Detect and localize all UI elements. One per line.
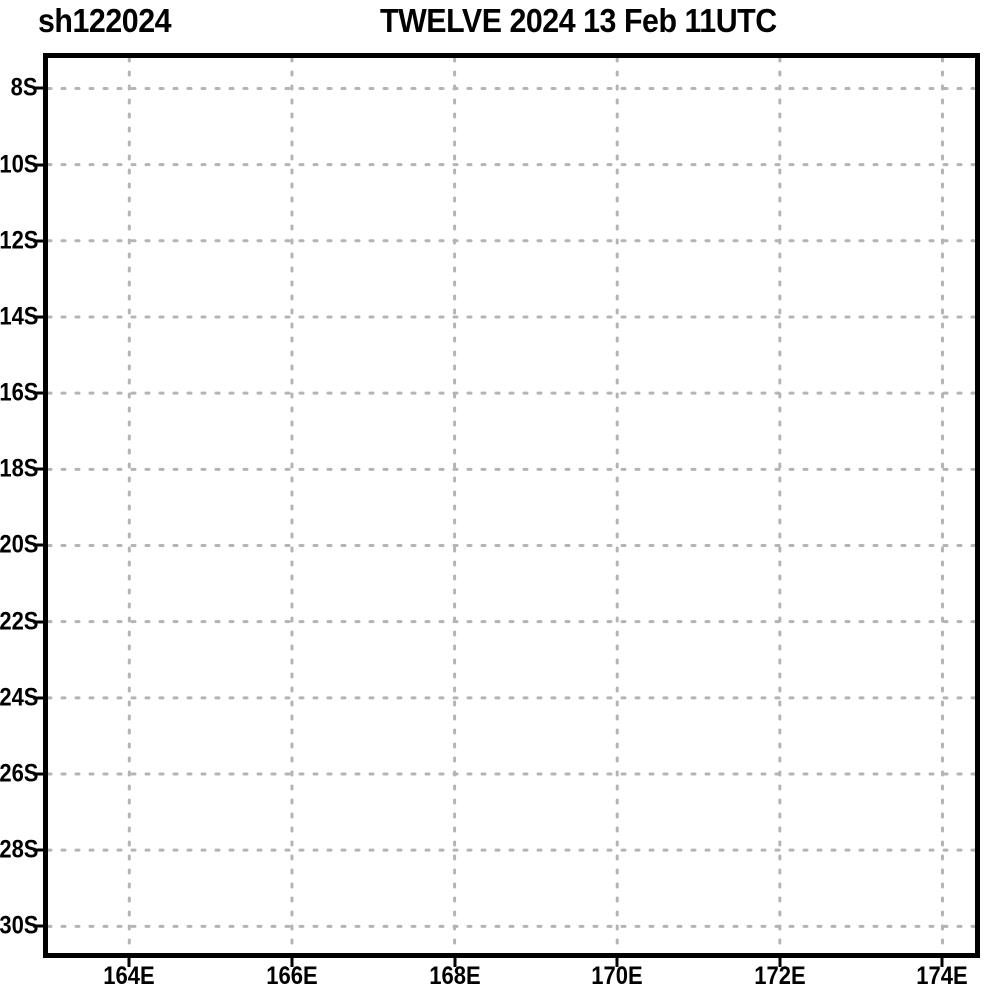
y-tick-label-10S: 10S	[0, 150, 38, 179]
x-tick-mark	[290, 958, 294, 967]
storm-center-layer[interactable]	[48, 58, 975, 953]
y-tick-mark	[33, 163, 43, 167]
y-tick-label-24S: 24S	[0, 683, 38, 712]
y-tick-mark	[33, 543, 43, 547]
y-tick-mark	[33, 391, 43, 395]
y-tick-label-16S: 16S	[0, 378, 38, 407]
y-tick-label-12S: 12S	[0, 226, 38, 255]
y-tick-mark	[33, 620, 43, 624]
x-tick-mark	[778, 958, 782, 967]
x-tick-mark	[615, 958, 619, 967]
y-tick-mark	[33, 467, 43, 471]
y-tick-label-28S: 28S	[0, 835, 38, 864]
y-tick-mark	[33, 848, 43, 852]
y-tick-mark	[33, 772, 43, 776]
y-tick-label-22S: 22S	[0, 607, 38, 636]
y-tick-mark	[33, 86, 43, 90]
grid-layer	[48, 58, 975, 953]
y-tick-mark	[33, 239, 43, 243]
x-tick-mark	[127, 958, 131, 967]
y-tick-label-14S: 14S	[0, 302, 38, 331]
page-title: TWELVE 2024 13 Feb 11UTC	[380, 2, 777, 39]
y-tick-mark	[33, 696, 43, 700]
x-tick-mark	[453, 958, 457, 967]
y-tick-label-18S: 18S	[0, 454, 38, 483]
y-tick-label-20S: 20S	[0, 530, 38, 559]
storm-id-title: sh122024	[38, 2, 172, 39]
map-plot-area[interactable]	[43, 53, 980, 958]
y-tick-label-30S: 30S	[0, 911, 38, 940]
x-tick-mark	[940, 958, 944, 967]
y-tick-mark	[33, 315, 43, 319]
y-tick-mark	[33, 924, 43, 928]
y-tick-label-26S: 26S	[0, 759, 38, 788]
